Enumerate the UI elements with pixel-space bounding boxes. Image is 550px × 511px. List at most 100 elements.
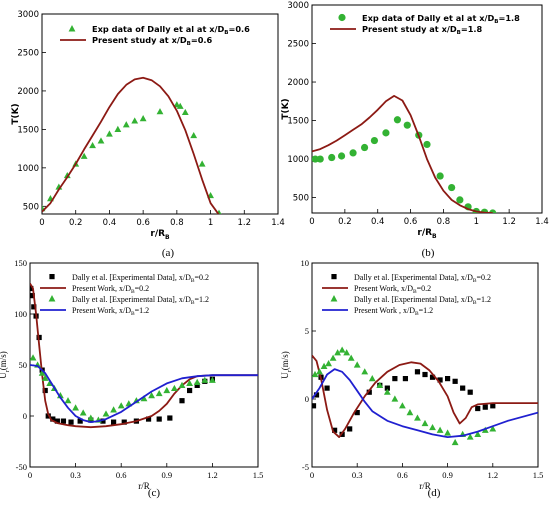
y-axis-label: Ur(m/s) [0,351,11,379]
data-point [382,129,390,137]
x-tick-label: 1.2 [502,217,516,227]
x-axis-label: r/RB [417,228,437,240]
y-tick-label: -50 [16,462,27,472]
data-point [131,117,139,124]
legend-label-suffix: =1.2 [195,295,210,304]
legend-label-sub: B [131,311,135,317]
series-line-1 [312,354,538,439]
data-point [456,196,464,204]
data-point [338,346,346,353]
data-point [193,378,201,385]
x-tick-label: 1.5 [253,470,264,480]
legend-label: Present study at x/DB=0.6 [92,35,213,47]
data-point [316,155,324,163]
data-point [329,354,337,361]
data-point [190,131,198,139]
plot-frame [41,13,279,215]
legend-label: Present Work, x/DB=0.2 [354,284,431,295]
data-point [328,153,336,162]
y-axis-label-sub: r [5,370,11,372]
y-tick-label: 2500 [287,40,309,50]
data-point [324,385,330,391]
data-point [316,368,323,375]
data-point [30,354,37,361]
y-axis-label-unit: (m/s) [0,351,8,370]
data-point [187,387,193,394]
data-point [436,426,444,433]
data-point [117,402,125,409]
data-point [353,361,361,368]
legend-marker-swatch [331,274,337,280]
x-tick-label: 0.9 [442,470,453,480]
legend-label: Present Work, x/DB=0.2 [72,284,149,295]
data-point [54,418,60,424]
data-point [41,374,49,381]
legend-label: Exp data of Dally et al at x/DB=0.6 [92,24,250,36]
data-point [64,397,72,404]
data-point [451,438,459,446]
legend-label-suffix: =1.2 [477,295,492,304]
legend-label: Dally et al. [Experimental Data], x/DB=1… [354,295,491,306]
y-tick-label: 2000 [287,78,309,88]
data-point [209,376,216,383]
data-point [343,349,351,356]
data-point [87,414,95,421]
data-point [163,386,171,394]
data-point [50,416,56,422]
plot-frame [311,262,539,468]
y-axis-label-sub: r [287,370,293,372]
data-point [31,304,37,310]
data-point [139,115,147,122]
x-tick-label: 0.8 [437,217,451,227]
x-tick-label: 0.6 [116,470,127,480]
data-point [122,121,130,128]
data-point [444,429,451,436]
data-point [155,389,163,397]
legend-marker-swatch [49,274,55,280]
data-point [337,152,346,160]
x-tick-label: 1.2 [207,470,218,480]
data-point [406,409,414,416]
legend-label-sub: B [413,289,417,295]
legend-label-sub: B [191,278,195,284]
y-tick-label: 3000 [287,1,309,11]
data-point [429,374,436,380]
legend-label-suffix: =1.2 [419,306,434,315]
x-tick-label: 0.6 [397,470,408,480]
data-point [361,368,369,375]
x-tick-label: 0 [39,218,44,228]
data-point [312,403,317,409]
data-point [110,406,117,413]
data-point [349,149,357,157]
legend-label-suffix: =1.8 [461,24,483,34]
x-tick-label: 0 [28,470,32,480]
data-point [360,143,369,152]
series-line-3 [312,368,538,439]
data-point [421,419,429,427]
data-point [72,404,79,411]
data-point [414,414,421,421]
y-axis-label: T(K) [11,103,21,124]
data-point [402,376,409,382]
data-point [57,392,64,399]
y-tick-label: 2500 [17,48,39,58]
legend-label-sub: B [131,289,135,295]
data-point [42,387,48,394]
x-tick-label: 0.3 [352,470,363,480]
data-point [106,130,113,137]
legend-label-sub: B [457,30,461,36]
data-point [60,418,67,424]
legend-marker-swatch [338,13,346,22]
panel-2: 00.30.60.91.21.5-50050100150r/RUr(m/s)Da… [0,258,263,499]
data-point [89,141,96,149]
legend-label-suffix: =0.2 [417,284,432,293]
data-point [414,369,421,375]
panel-label: (a) [162,247,175,259]
x-tick-label: 0.9 [161,470,172,480]
data-point [30,285,34,292]
y-tick-label: 1000 [287,155,309,165]
y-tick-label: 0 [305,394,309,404]
legend-label: Dally et al. [Experimental Data], x/DB=1… [72,295,209,306]
legend-label-sub: B [494,19,498,25]
